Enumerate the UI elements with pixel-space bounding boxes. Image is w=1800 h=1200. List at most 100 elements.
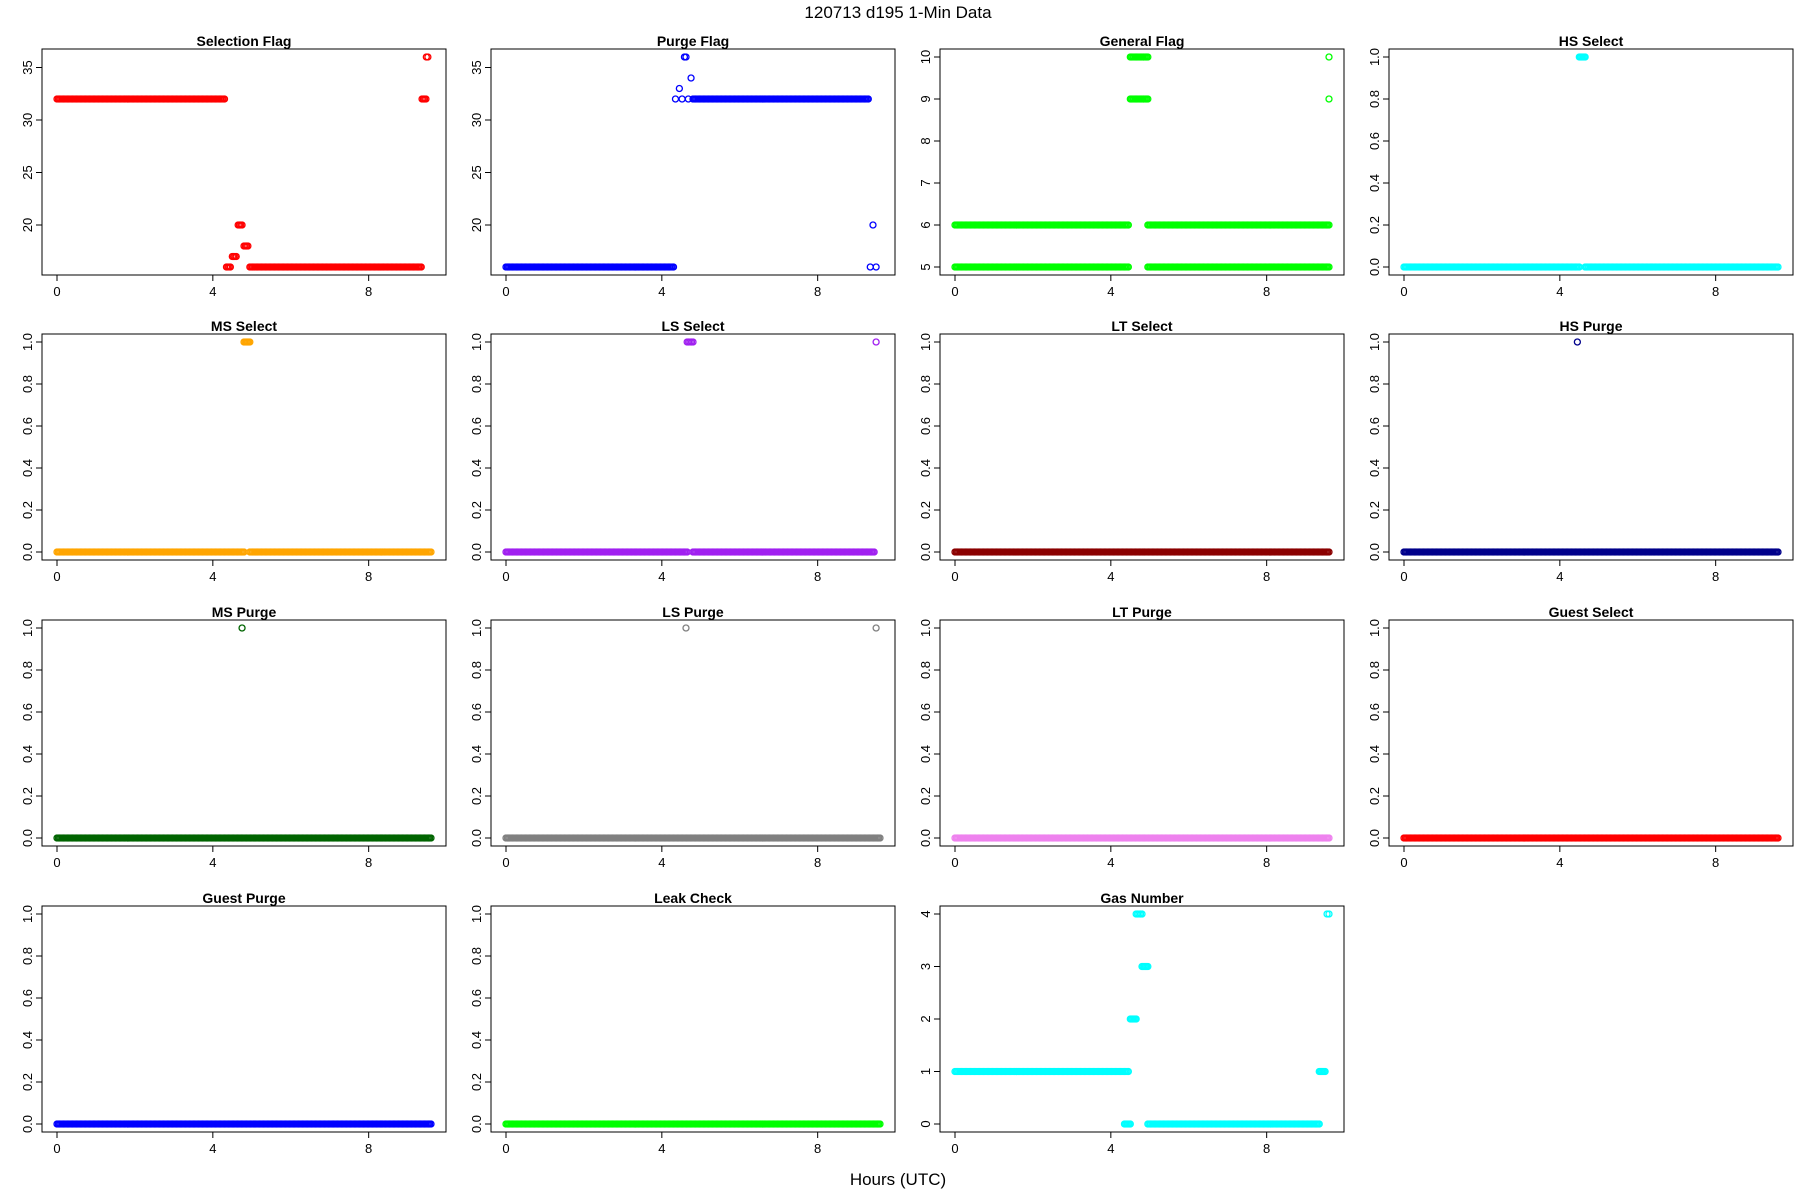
data-point xyxy=(1124,263,1133,271)
plot-frame xyxy=(490,48,896,276)
x-tick-label: 8 xyxy=(1263,569,1270,584)
panel-title: Purge Flag xyxy=(657,33,729,49)
y-tick-label: 30 xyxy=(20,113,35,127)
data-point xyxy=(1124,221,1133,229)
x-tick-label: 4 xyxy=(658,569,665,584)
x-tick-label: 8 xyxy=(365,855,372,870)
x-tick-label: 0 xyxy=(951,569,958,584)
y-tick-label: 1 xyxy=(918,1068,933,1075)
data-point xyxy=(1325,263,1333,271)
x-tick-label: 4 xyxy=(1556,855,1563,870)
data-point xyxy=(226,263,235,271)
y-tick-label: 2 xyxy=(918,1015,933,1022)
panel-title: HS Purge xyxy=(1559,318,1622,334)
data-point xyxy=(1573,338,1582,346)
data-point xyxy=(1325,95,1333,103)
x-tick-label: 8 xyxy=(1263,1141,1270,1156)
data-point xyxy=(682,624,690,632)
data-point xyxy=(682,53,690,61)
y-tick-label: 0.6 xyxy=(469,417,484,435)
plot-frame xyxy=(490,619,896,847)
x-tick-label: 4 xyxy=(1556,569,1563,584)
y-tick-label: 0.0 xyxy=(469,1115,484,1133)
y-tick-label: 35 xyxy=(20,60,35,74)
x-tick-label: 0 xyxy=(53,284,60,299)
y-tick-label: 0.8 xyxy=(469,375,484,393)
x-tick-label: 0 xyxy=(502,855,509,870)
x-tick-label: 0 xyxy=(1400,284,1407,299)
x-tick-label: 8 xyxy=(365,284,372,299)
x-tick-label: 4 xyxy=(1107,855,1114,870)
y-tick-label: 35 xyxy=(469,60,484,74)
data-point xyxy=(675,84,684,93)
data-point xyxy=(872,624,880,632)
x-tick-label: 0 xyxy=(53,855,60,870)
data-point xyxy=(246,338,254,346)
panel-title: General Flag xyxy=(1100,33,1185,49)
y-tick-label: 0.4 xyxy=(1367,174,1382,192)
plot-frame xyxy=(1388,333,1794,561)
plot-frame xyxy=(939,48,1345,276)
figure-title: 120713 d195 1-Min Data xyxy=(804,3,992,22)
x-tick-label: 8 xyxy=(1263,855,1270,870)
y-tick-label: 0.0 xyxy=(20,543,35,561)
y-tick-label: 0.2 xyxy=(1367,787,1382,805)
plot-frame xyxy=(939,333,1345,561)
plot-frame xyxy=(41,48,447,276)
data-point xyxy=(864,95,872,103)
y-tick-label: 0.6 xyxy=(469,989,484,1007)
panel-title: MS Select xyxy=(211,318,277,334)
y-tick-label: 0.0 xyxy=(20,829,35,847)
y-tick-label: 0.8 xyxy=(1367,90,1382,108)
y-tick-label: 0.4 xyxy=(469,745,484,763)
x-tick-label: 4 xyxy=(209,569,216,584)
y-tick-label: 0.4 xyxy=(469,1031,484,1049)
y-tick-label: 0.8 xyxy=(918,661,933,679)
panel-title: HS Select xyxy=(1559,33,1624,49)
y-tick-label: 1.0 xyxy=(469,333,484,351)
data-point xyxy=(1581,53,1589,61)
y-tick-label: 0.6 xyxy=(918,703,933,721)
y-tick-label: 1.0 xyxy=(1367,333,1382,351)
y-tick-label: 0.8 xyxy=(1367,375,1382,393)
x-tick-label: 4 xyxy=(658,284,665,299)
y-tick-label: 0.6 xyxy=(1367,417,1382,435)
y-tick-label: 0.6 xyxy=(20,703,35,721)
data-point xyxy=(427,548,435,556)
y-tick-label: 9 xyxy=(918,95,933,102)
y-tick-label: 3 xyxy=(918,963,933,970)
data-point xyxy=(869,221,877,229)
plot-frame xyxy=(490,333,896,561)
x-tick-label: 0 xyxy=(53,569,60,584)
y-tick-label: 0.6 xyxy=(469,703,484,721)
data-point xyxy=(870,548,878,556)
data-point xyxy=(1325,221,1333,229)
data-point xyxy=(872,263,880,271)
x-tick-label: 8 xyxy=(1712,284,1719,299)
y-tick-label: 8 xyxy=(918,137,933,144)
x-tick-label: 0 xyxy=(502,284,509,299)
x-tick-label: 8 xyxy=(814,569,821,584)
y-tick-label: 0.4 xyxy=(469,459,484,477)
y-tick-label: 0.6 xyxy=(20,989,35,1007)
y-tick-label: 4 xyxy=(918,910,933,917)
panel-title: Leak Check xyxy=(654,890,732,906)
x-tick-label: 4 xyxy=(1107,569,1114,584)
y-tick-label: 0.6 xyxy=(918,417,933,435)
y-tick-label: 0 xyxy=(918,1120,933,1127)
x-tick-label: 4 xyxy=(1556,284,1563,299)
x-tick-label: 8 xyxy=(365,569,372,584)
panel-title: LT Select xyxy=(1111,318,1173,334)
data-point xyxy=(424,53,432,61)
x-tick-label: 0 xyxy=(502,569,509,584)
x-tick-label: 0 xyxy=(502,1141,509,1156)
y-tick-label: 0.0 xyxy=(469,543,484,561)
y-tick-label: 0.0 xyxy=(1367,543,1382,561)
plot-frame xyxy=(41,333,447,561)
